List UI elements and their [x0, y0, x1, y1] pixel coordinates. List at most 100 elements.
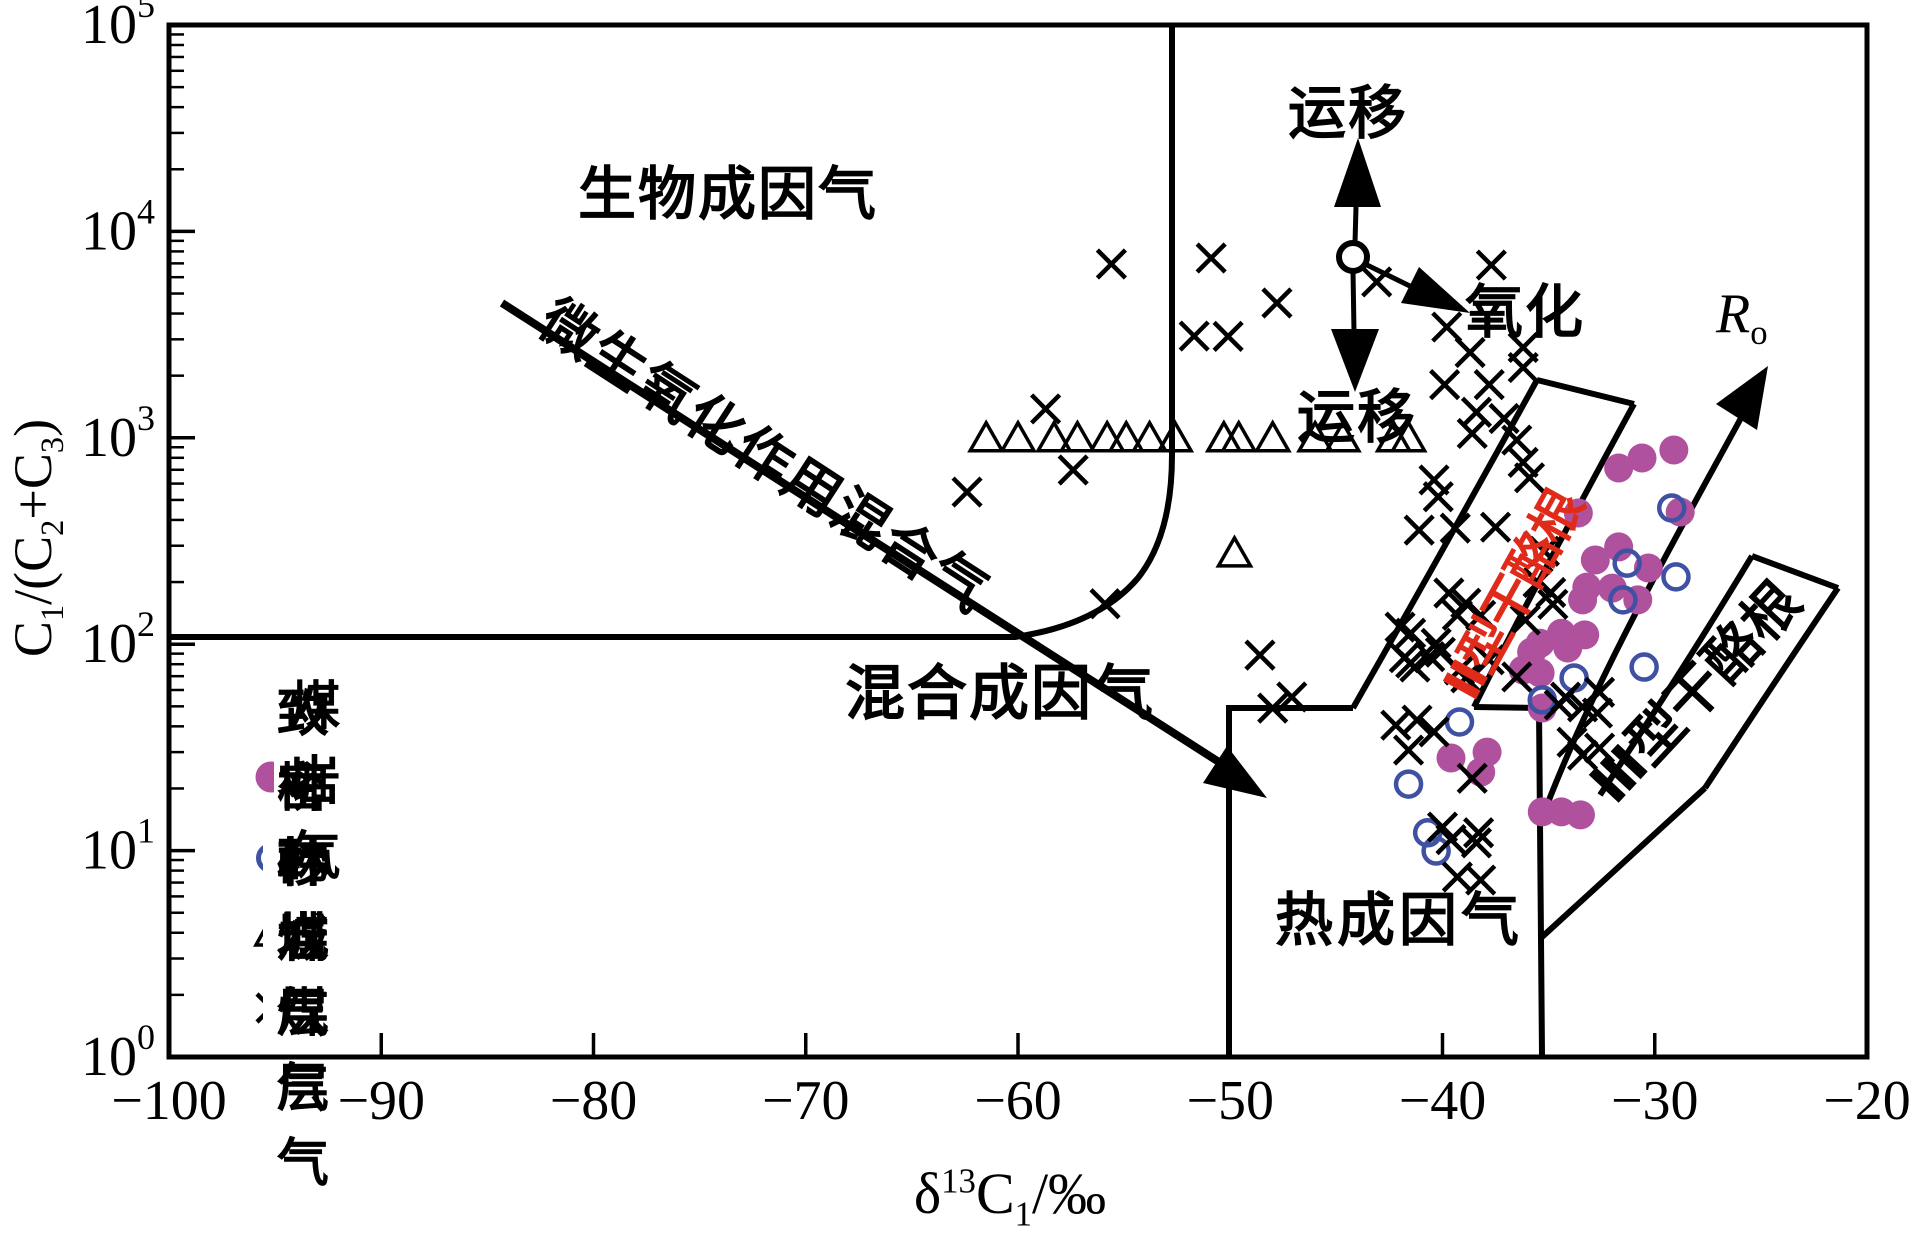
zone-label-biogenic: 生物成因气	[578, 160, 879, 228]
data-point-tight-sandstone-gas	[1444, 707, 1475, 737]
kerogen2-left-edge	[1350, 378, 1540, 710]
legend-item-liulin-cbm: 柳林煤层气	[238, 759, 372, 1119]
x-axis-tick-label: −60	[974, 1070, 1062, 1132]
data-point-hancheng-cbm	[1456, 762, 1488, 794]
data-point-tight-sandstone-gas	[1656, 493, 1687, 523]
zone-label-thermogenic: 热成因气	[1275, 886, 1524, 954]
migration-label-bottom: 运移	[1297, 383, 1418, 451]
data-point-tight-sandstone-gas	[1661, 562, 1691, 592]
data-point-hancheng-cbm	[1178, 320, 1210, 352]
data-point-tight-sandstone-gas	[1629, 652, 1659, 682]
oxidation-trend-head	[1203, 746, 1267, 798]
data-point-liulin-cbm	[1130, 419, 1169, 453]
kerogen3-top-edge	[1750, 553, 1840, 591]
data-point-hancheng-cbm	[1095, 248, 1127, 280]
data-point-hancheng-cbm	[1414, 641, 1446, 673]
data-point-coal-rock-gas	[1565, 800, 1595, 830]
data-point-hancheng-cbm	[1422, 481, 1454, 513]
data-point-hancheng-cbm	[1401, 704, 1433, 736]
data-point-coal-rock-gas	[1597, 573, 1627, 603]
data-point-coal-rock-gas	[1627, 443, 1657, 473]
data-point-liulin-cbm	[1156, 419, 1195, 453]
data-point-hancheng-cbm	[1488, 402, 1520, 435]
data-point-liulin-cbm	[1215, 534, 1254, 568]
ro-maturity-label: Ro	[1716, 283, 1768, 353]
data-point-hancheng-cbm	[1433, 577, 1465, 609]
zone-label-mixed: 混合成因气	[845, 659, 1155, 729]
x-axis-tick-label: −20	[1823, 1070, 1910, 1132]
x-axis-tick-label: −40	[1399, 1070, 1487, 1132]
data-point-hancheng-cbm	[1435, 824, 1467, 856]
data-point-hancheng-cbm	[1583, 732, 1616, 764]
data-point-liulin-cbm	[1323, 419, 1362, 453]
data-point-liulin-cbm	[967, 419, 1006, 453]
biogenic-boundary	[169, 25, 1175, 640]
data-point-liulin-cbm	[1389, 419, 1428, 453]
migration-down-head	[1331, 329, 1379, 392]
data-point-tight-sandstone-gas	[1421, 836, 1451, 866]
data-point-liulin-cbm	[1219, 419, 1258, 453]
data-point-coal-rock-gas	[1525, 658, 1555, 688]
data-point-hancheng-cbm	[1029, 393, 1062, 425]
data-point-hancheng-cbm	[1392, 734, 1425, 766]
plot-border	[166, 22, 1870, 1060]
oxidation-label: 氧化	[1465, 278, 1586, 346]
data-point-tight-sandstone-gas	[1608, 585, 1638, 615]
data-point-hancheng-cbm	[1395, 617, 1427, 649]
data-point-liulin-cbm	[1058, 419, 1097, 453]
data-point-hancheng-cbm	[1429, 369, 1461, 401]
data-point-liulin-cbm	[1088, 419, 1127, 453]
data-point-hancheng-cbm	[1465, 864, 1497, 896]
data-point-tight-sandstone-gas	[1393, 769, 1424, 799]
legend-label: 煤岩气	[288, 676, 341, 887]
data-point-liulin-cbm	[1296, 419, 1335, 453]
data-point-hancheng-cbm	[1399, 651, 1431, 683]
data-point-hancheng-cbm	[1261, 287, 1293, 319]
data-point-hancheng-cbm	[1257, 692, 1289, 724]
y-axis-tick-label: 103	[81, 398, 155, 469]
y-axis-tick-label: 102	[81, 604, 155, 675]
data-point-hancheng-cbm	[1473, 644, 1505, 676]
thermogenic-right-diagonal	[1539, 785, 1708, 940]
migration-up-head	[1334, 138, 1381, 207]
data-point-hancheng-cbm	[1431, 311, 1463, 343]
data-point-hancheng-cbm	[1462, 817, 1495, 849]
ro-arrow-head	[1716, 366, 1768, 430]
data-point-hancheng-cbm	[1475, 249, 1507, 281]
data-point-hancheng-cbm	[1501, 661, 1533, 693]
migration-down-shaft	[1350, 270, 1357, 333]
data-point-hancheng-cbm	[1057, 454, 1089, 486]
legend-item-hancheng-cbm: 韩城煤层气	[238, 834, 372, 1194]
data-point-hancheng-cbm	[1212, 320, 1244, 352]
data-point-hancheng-cbm	[1537, 588, 1569, 620]
data-point-hancheng-cbm	[1501, 424, 1533, 456]
data-point-hancheng-cbm	[1441, 599, 1473, 631]
data-point-hancheng-cbm	[1509, 604, 1541, 636]
y-axis-tick-label: 105	[81, 0, 155, 56]
legend-label: 韩城煤层气	[276, 833, 329, 1194]
oxidation-small-head	[1401, 267, 1470, 313]
data-point-hancheng-cbm	[1550, 681, 1582, 713]
data-point-hancheng-cbm	[1418, 716, 1450, 748]
x-marker-icon	[255, 992, 263, 1024]
data-point-hancheng-cbm	[1454, 336, 1486, 369]
kerogen3-right-edge	[1702, 586, 1841, 790]
data-point-liulin-cbm	[1107, 419, 1146, 453]
data-point-hancheng-cbm	[1581, 697, 1614, 729]
x-axis-title: δ13C1/‰	[913, 1161, 1107, 1234]
legend-label: 致密砂岩气	[276, 683, 329, 1044]
x-axis-tick-label: −50	[1186, 1070, 1274, 1132]
data-point-hancheng-cbm	[1276, 681, 1308, 713]
migration-label-top: 运移	[1288, 79, 1409, 147]
migration-anchor-circle	[1336, 240, 1370, 274]
y-axis-tick-label: 104	[81, 191, 155, 262]
data-point-hancheng-cbm	[1465, 599, 1497, 631]
kerogen2-top-edge	[1536, 377, 1635, 407]
data-point-hancheng-cbm	[1513, 462, 1546, 494]
data-point-hancheng-cbm	[1566, 739, 1599, 771]
data-point-hancheng-cbm	[1507, 351, 1539, 384]
data-point-hancheng-cbm	[1089, 588, 1121, 620]
x-axis-tick-label: −80	[550, 1070, 638, 1132]
data-point-tight-sandstone-gas	[1612, 548, 1642, 578]
